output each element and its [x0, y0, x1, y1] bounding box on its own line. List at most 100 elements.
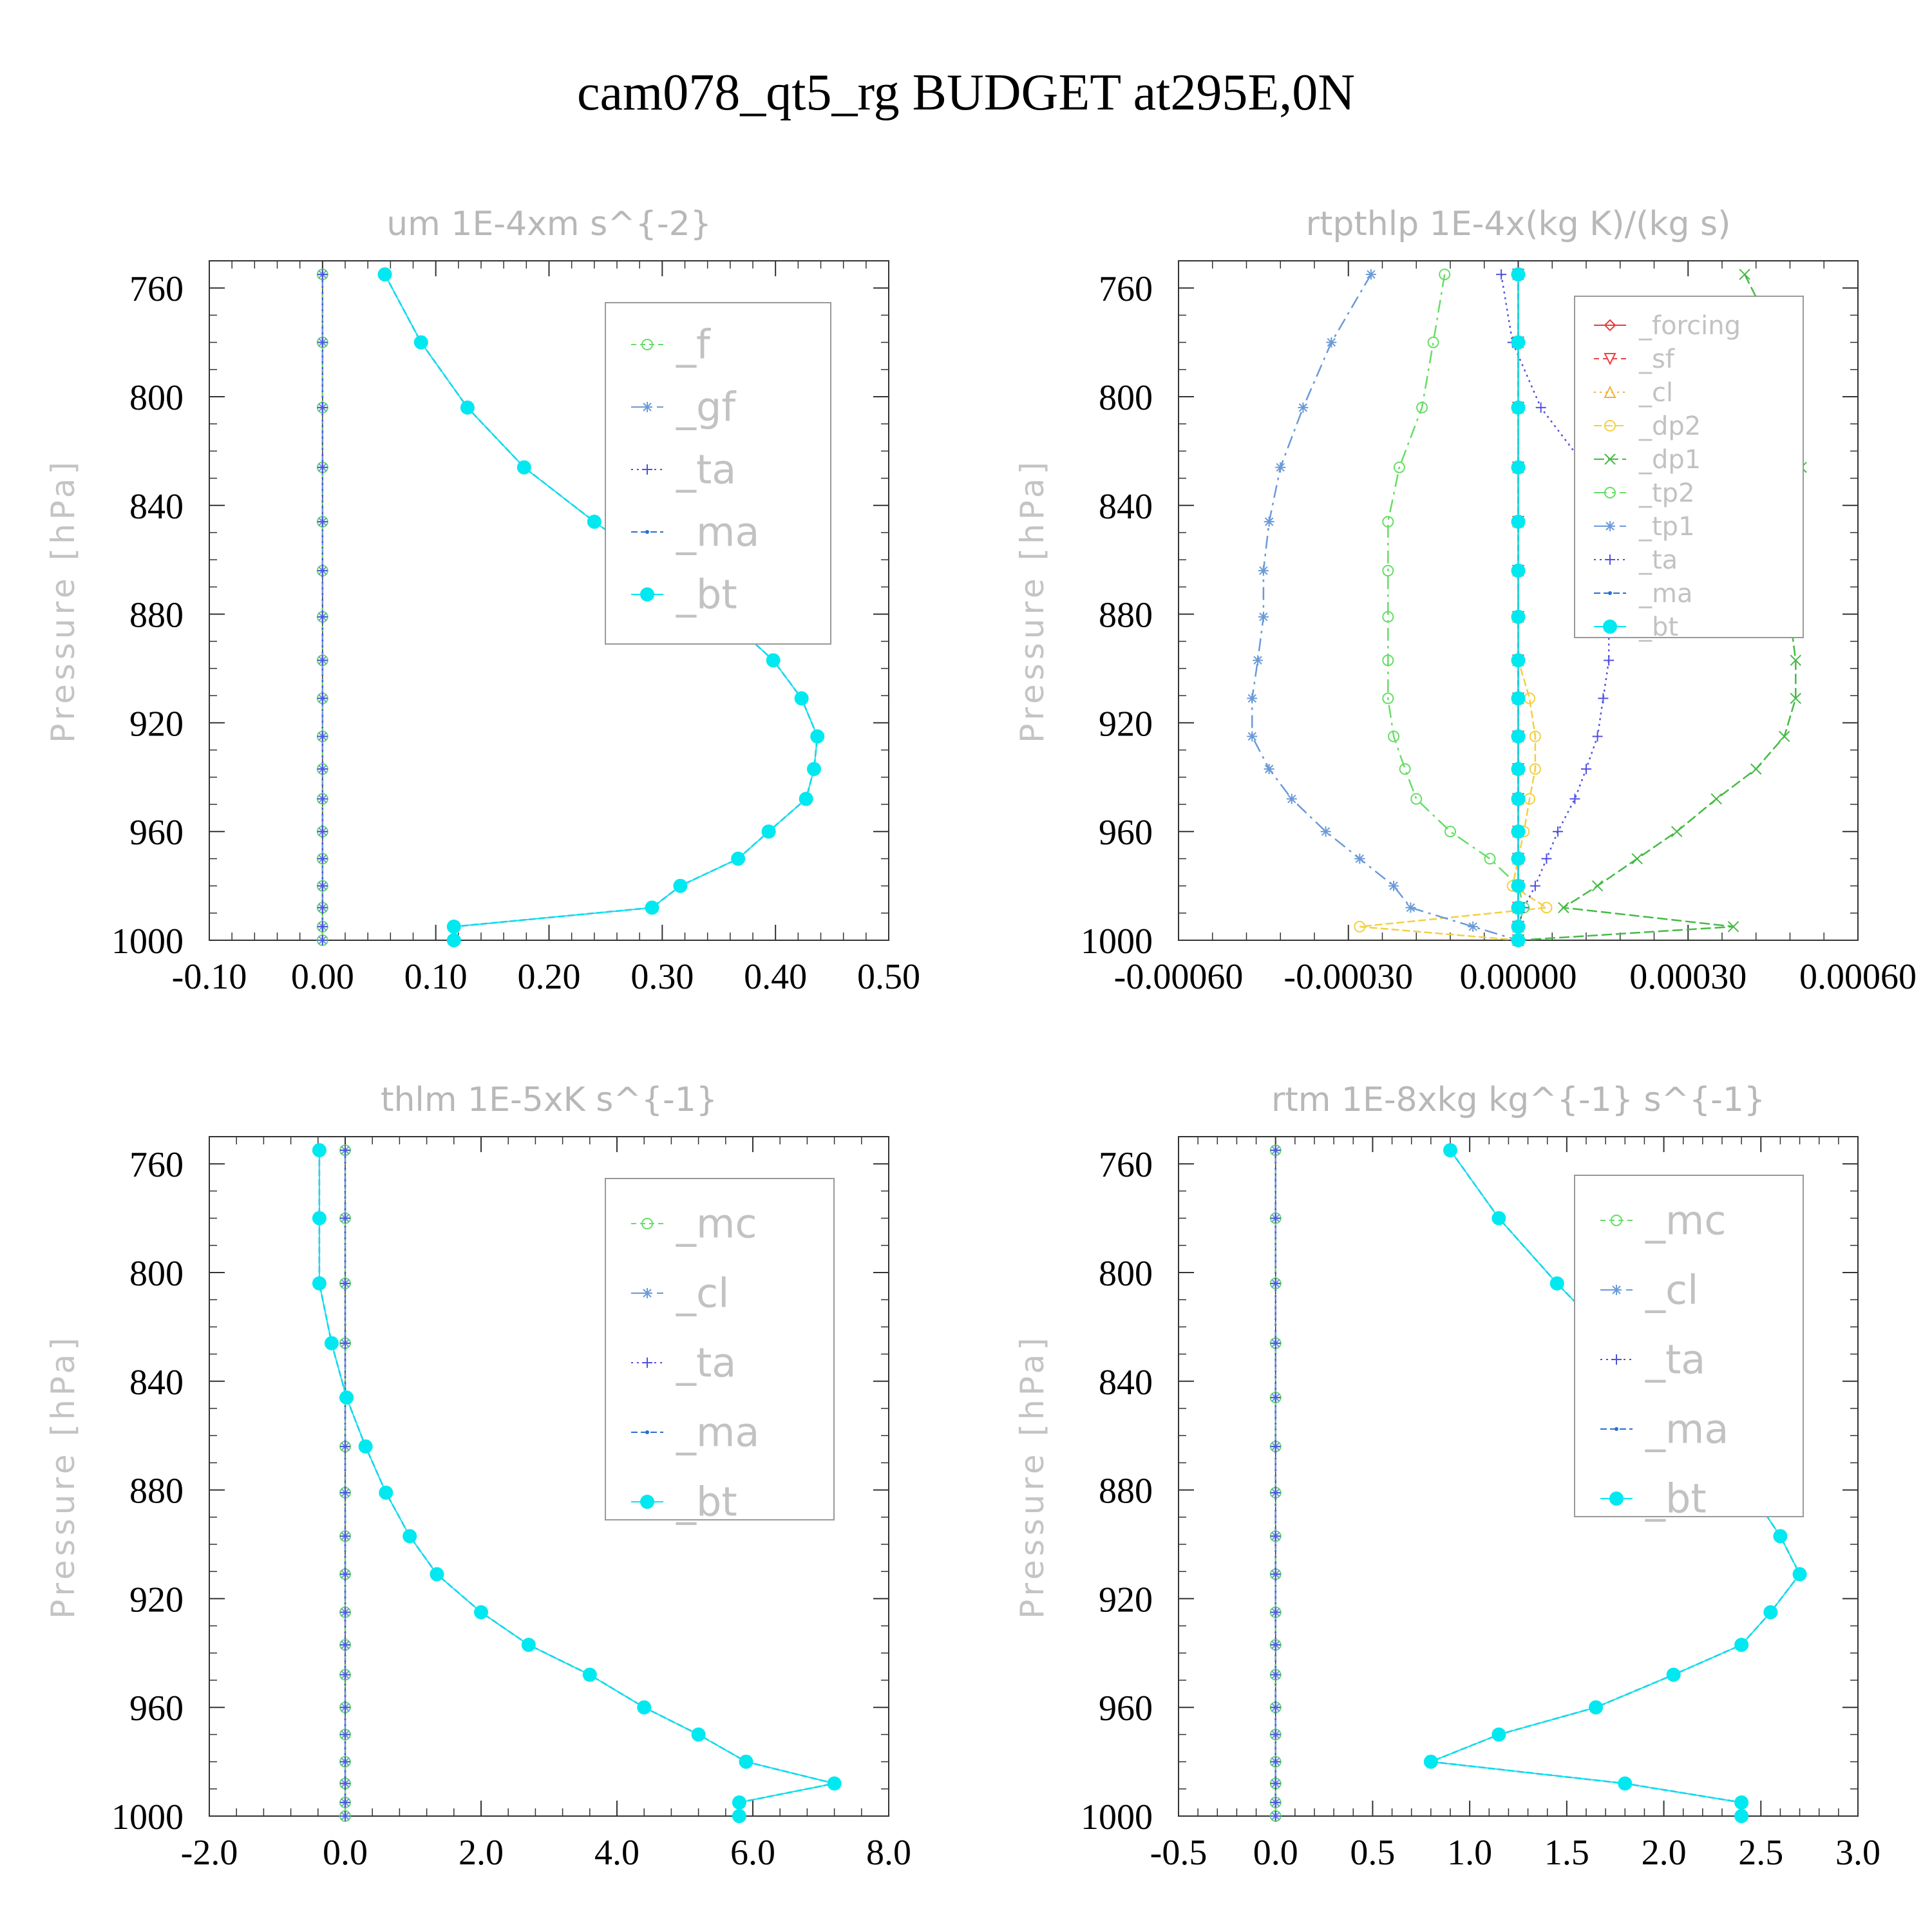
data-point — [340, 1778, 350, 1789]
y-tick-label: 960 — [1099, 1689, 1153, 1728]
data-point — [340, 1531, 350, 1542]
data-point — [521, 1638, 536, 1653]
data-point — [1270, 1213, 1281, 1224]
data-point — [1734, 1795, 1749, 1810]
data-point — [1511, 824, 1526, 839]
data-point — [340, 1797, 350, 1808]
chart-panel-2: rtpthlp 1E-4x(kg K)/(kg s) Pressure [hPa]… — [1014, 205, 1917, 997]
legend-marker — [1611, 1354, 1622, 1365]
y-tick-label: 760 — [129, 1145, 184, 1185]
series-line — [1387, 274, 1525, 940]
legend-label: _cl — [1645, 1267, 1698, 1314]
data-point — [1671, 826, 1683, 837]
plot-frame — [1178, 1136, 1859, 1817]
x-tick-label: -0.00060 — [1114, 957, 1244, 997]
legend-marker — [1604, 453, 1616, 465]
data-point — [317, 337, 328, 348]
series-line — [1359, 274, 1549, 942]
legend-marker — [1611, 1215, 1622, 1226]
legend-marker — [1604, 319, 1616, 332]
data-point — [317, 516, 328, 527]
data-point — [1270, 1531, 1281, 1542]
data-point — [1492, 1211, 1506, 1226]
data-point — [1511, 515, 1526, 529]
x-tick-label: 2.0 — [1642, 1833, 1687, 1873]
data-point — [1258, 611, 1269, 622]
legend-label: _tp1 — [1638, 512, 1695, 542]
data-point — [1439, 269, 1451, 281]
legend-marker — [1604, 385, 1616, 398]
data-point — [317, 731, 328, 742]
data-point — [1410, 793, 1423, 805]
x-tick-label: 0.20 — [518, 957, 581, 997]
legend-label: _mc — [1645, 1197, 1726, 1244]
data-point — [1270, 1729, 1281, 1740]
plot-frame — [209, 1136, 889, 1817]
y-tick-label: 920 — [129, 704, 184, 744]
data-point — [1529, 763, 1541, 775]
data-point — [317, 693, 328, 704]
x-tick-label: -2.0 — [181, 1833, 238, 1873]
series-bt — [377, 267, 825, 947]
legend-marker — [1609, 1492, 1624, 1506]
data-point — [317, 826, 328, 837]
data-point — [1511, 762, 1526, 777]
data-point — [1511, 335, 1526, 350]
data-point — [1444, 826, 1456, 838]
data-point — [377, 267, 392, 282]
data-point — [1382, 654, 1394, 667]
legend-marker — [641, 1218, 653, 1229]
data-point — [1790, 692, 1801, 705]
data-point — [340, 1487, 350, 1498]
figure-title: cam078_qt5_rg BUDGET at295E,0N — [577, 64, 1355, 121]
data-point — [340, 1569, 350, 1580]
y-tick-label: 840 — [1099, 1363, 1153, 1403]
data-point — [582, 1667, 597, 1682]
panel-title: rtpthlp 1E-4x(kg K)/(kg s) — [1306, 205, 1731, 243]
y-tick-label: 1000 — [1081, 1797, 1153, 1837]
legend-label: _ma — [676, 1409, 759, 1456]
data-point — [1535, 402, 1546, 413]
legend-label: _bt — [676, 571, 737, 618]
legend-label: _ta — [676, 446, 736, 493]
legend-marker — [1611, 1285, 1622, 1295]
legend-label: _ma — [676, 509, 759, 556]
data-point — [430, 1567, 444, 1582]
legend-marker — [1605, 521, 1615, 531]
y-tick-label: 800 — [1099, 378, 1153, 418]
data-point — [317, 269, 328, 280]
y-tick-label: 840 — [129, 1363, 184, 1403]
y-tick-label: 760 — [129, 269, 184, 309]
legend-box — [605, 1178, 835, 1520]
legend-marker — [1604, 420, 1616, 431]
data-point — [317, 565, 328, 576]
data-point — [739, 1754, 753, 1769]
x-tick-label: 4.0 — [594, 1833, 639, 1873]
data-point — [1416, 401, 1428, 413]
data-point — [1739, 269, 1750, 280]
legend: _mc _cl _ta _ma _bt — [605, 1178, 835, 1526]
data-point — [1326, 337, 1337, 348]
x-tick-label: 0.00 — [291, 957, 354, 997]
y-tick-label: 960 — [129, 813, 184, 853]
series-bt — [1511, 267, 1526, 947]
data-point — [340, 1669, 350, 1680]
data-point — [1511, 851, 1526, 866]
data-point — [339, 1390, 354, 1405]
data-point — [1405, 902, 1416, 913]
y-tick-label: 920 — [1099, 1580, 1153, 1620]
x-tick-label: 1.0 — [1447, 1833, 1492, 1873]
x-tick-label: 0.00060 — [1799, 957, 1917, 997]
data-point — [1589, 1700, 1604, 1715]
legend-label: _bt — [676, 1479, 737, 1526]
legend-marker — [645, 1430, 649, 1434]
legend: _mc _cl _ta _ma _bt — [1574, 1175, 1804, 1522]
chart-panel-4: rtm 1E-8xkg kg^{-1} s^{-1} Pressure [hPa]… — [1014, 1081, 1880, 1873]
legend-marker — [1608, 591, 1612, 595]
data-point — [1666, 1667, 1681, 1682]
data-point — [1541, 853, 1552, 864]
x-tick-label: 1.5 — [1544, 1833, 1589, 1873]
data-point — [1253, 655, 1264, 666]
data-point — [1549, 1276, 1564, 1291]
data-point — [1270, 1392, 1281, 1403]
